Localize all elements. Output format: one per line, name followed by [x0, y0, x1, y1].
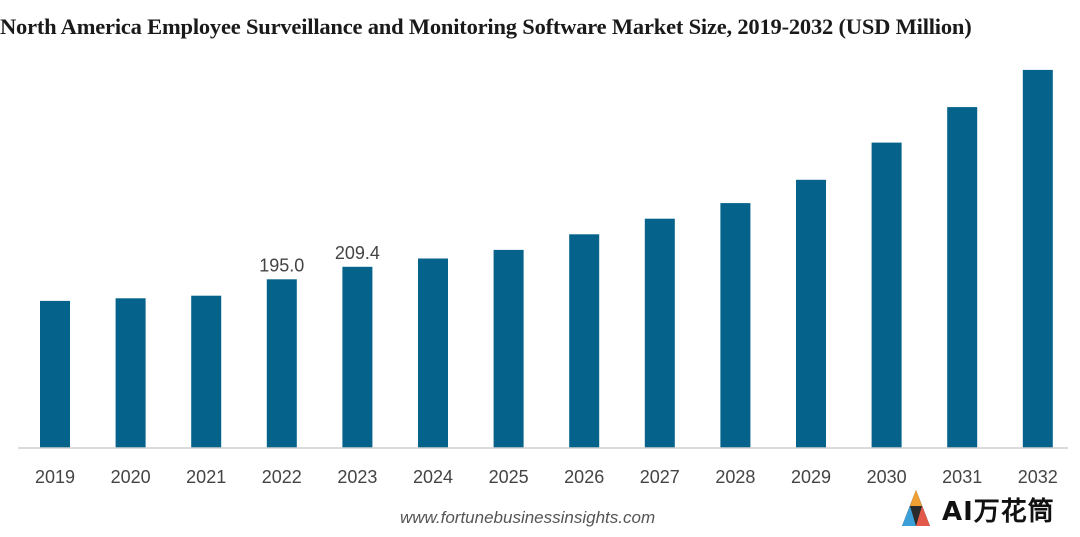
x-tick-label: 2032	[1018, 467, 1058, 487]
bar-2026	[569, 234, 600, 448]
bar-2022	[266, 279, 297, 448]
bar-2025	[493, 249, 524, 448]
x-tick-label: 2030	[867, 467, 907, 487]
bar-2020	[115, 298, 146, 448]
x-tick-label: 2023	[337, 467, 377, 487]
x-tick-label: 2020	[111, 467, 151, 487]
bar-2029	[796, 179, 826, 449]
x-tick-label: 2028	[715, 467, 755, 487]
data-label-2023: 209.4	[335, 243, 380, 263]
x-tick-label: 2021	[186, 467, 226, 487]
watermark-logo: AI万花筒	[900, 486, 1075, 532]
bar-2031	[947, 107, 978, 448]
bar-2019	[40, 300, 70, 448]
x-tick-label: 2022	[262, 467, 302, 487]
x-tick-label: 2027	[640, 467, 680, 487]
x-tick-labels: 2019 2020 2021 2022 2023 2024 2025 2026 2027 2028…	[35, 467, 1058, 487]
source-url: www.fortunebusinessinsights.com	[400, 508, 656, 527]
chart-title: North America Employee Surveillance and …	[0, 14, 972, 39]
x-tick-label: 2031	[942, 467, 982, 487]
bar-2032	[1022, 69, 1053, 449]
data-label-2022: 195.0	[259, 255, 304, 275]
bar-2023	[342, 266, 373, 448]
x-tick-label: 2026	[564, 467, 604, 487]
x-tick-label: 2025	[489, 467, 529, 487]
x-tick-label: 2024	[413, 467, 453, 487]
bars-layer	[40, 69, 1053, 449]
x-tick-label: 2019	[35, 467, 75, 487]
bar-2028	[720, 203, 751, 448]
watermark-text: AI万花筒	[942, 497, 1055, 527]
x-tick-label: 2029	[791, 467, 831, 487]
bar-2021	[191, 295, 222, 448]
bar-2030	[871, 142, 902, 448]
bar-2024	[418, 258, 448, 448]
labels-layer: 195.0 209.4	[259, 243, 380, 276]
kaleidoscope-icon	[902, 490, 930, 526]
bar-2027	[644, 218, 675, 448]
